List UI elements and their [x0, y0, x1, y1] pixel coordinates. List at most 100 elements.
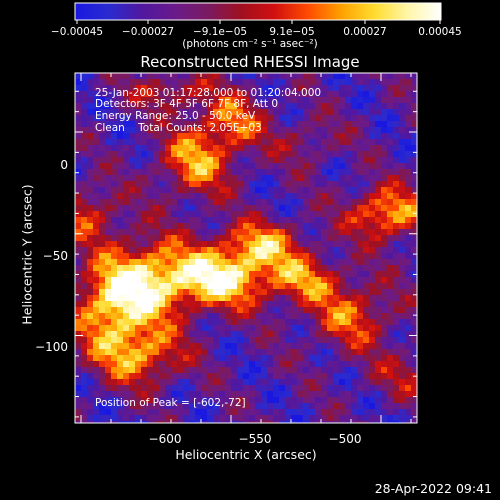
- heatmap-cell: [171, 361, 178, 368]
- heatmap-cell: [285, 313, 292, 320]
- heatmap-cell: [147, 217, 154, 224]
- heatmap-cell: [117, 361, 124, 368]
- heatmap-cell: [99, 409, 106, 416]
- heatmap-cell: [231, 403, 238, 410]
- heatmap-cell: [369, 319, 376, 326]
- heatmap-cell: [177, 163, 184, 170]
- heatmap-cell: [273, 331, 280, 338]
- heatmap-cell: [183, 205, 190, 212]
- heatmap-cell: [129, 271, 136, 278]
- heatmap-cell: [189, 373, 196, 380]
- heatmap-cell: [129, 181, 136, 188]
- heatmap-cell: [243, 307, 250, 314]
- heatmap-cell: [393, 103, 400, 110]
- heatmap-cell: [111, 193, 118, 200]
- heatmap-cell: [135, 127, 142, 134]
- heatmap-cell: [297, 241, 304, 248]
- heatmap-cell: [153, 421, 160, 423]
- heatmap-cell: [321, 379, 328, 386]
- heatmap-cell: [159, 331, 166, 338]
- heatmap-cell: [111, 109, 118, 116]
- heatmap-cell: [405, 217, 412, 224]
- heatmap-cell: [261, 235, 268, 242]
- heatmap-cell: [111, 175, 118, 182]
- heatmap-cell: [75, 205, 82, 212]
- heatmap-cell: [177, 115, 184, 122]
- heatmap-cell: [399, 403, 406, 410]
- heatmap-cell: [129, 133, 136, 140]
- heatmap-cell: [381, 121, 388, 128]
- heatmap-cell: [111, 205, 118, 212]
- heatmap-cell: [327, 145, 334, 152]
- heatmap-cell: [357, 301, 364, 308]
- heatmap-cell: [369, 139, 376, 146]
- heatmap-cell: [405, 79, 412, 86]
- heatmap-cell: [195, 259, 202, 266]
- heatmap-cell: [87, 157, 94, 164]
- heatmap-cell: [75, 211, 82, 218]
- heatmap-cell: [387, 265, 394, 272]
- heatmap-cell: [381, 205, 388, 212]
- heatmap-cell: [207, 229, 214, 236]
- heatmap-cell: [219, 121, 226, 128]
- heatmap-cell: [93, 355, 100, 362]
- heatmap-cell: [249, 403, 256, 410]
- heatmap-cell: [201, 283, 208, 290]
- heatmap-cell: [399, 271, 406, 278]
- heatmap-cell: [87, 271, 94, 278]
- heatmap-cell: [189, 151, 196, 158]
- heatmap-cell: [345, 391, 352, 398]
- heatmap-cell: [339, 307, 346, 314]
- heatmap-cell: [99, 265, 106, 272]
- heatmap-cell: [381, 247, 388, 254]
- heatmap-cell: [303, 109, 310, 116]
- heatmap-cell: [165, 79, 172, 86]
- heatmap-cell: [321, 283, 328, 290]
- heatmap-cell: [315, 379, 322, 386]
- heatmap-cell: [309, 379, 316, 386]
- heatmap-cell: [87, 253, 94, 260]
- heatmap-cell: [393, 127, 400, 134]
- heatmap-cell: [399, 319, 406, 326]
- heatmap-cell: [195, 271, 202, 278]
- heatmap-cell: [141, 283, 148, 290]
- heatmap-cell: [237, 409, 244, 416]
- colorbar-tick-label: −0.00045: [50, 26, 104, 38]
- heatmap-cell: [219, 235, 226, 242]
- heatmap-cell: [237, 205, 244, 212]
- heatmap-cell: [279, 277, 286, 284]
- heatmap-cell: [243, 391, 250, 398]
- heatmap-cell: [255, 295, 262, 302]
- heatmap-cell: [129, 229, 136, 236]
- heatmap-cell: [195, 205, 202, 212]
- heatmap-cell: [303, 145, 310, 152]
- heatmap-cell: [333, 271, 340, 278]
- heatmap-cell: [363, 343, 370, 350]
- heatmap-cell: [369, 157, 376, 164]
- heatmap-cell: [333, 319, 340, 326]
- heatmap-cell: [399, 283, 406, 290]
- heatmap-cell: [111, 169, 118, 176]
- heatmap-cell: [87, 211, 94, 218]
- heatmap-cell: [99, 283, 106, 290]
- heatmap-cell: [357, 421, 364, 423]
- heatmap-cell: [219, 415, 226, 422]
- heatmap-cell: [381, 253, 388, 260]
- heatmap-cell: [333, 277, 340, 284]
- heatmap-cell: [381, 145, 388, 152]
- heatmap-cell: [339, 109, 346, 116]
- heatmap-cell: [249, 253, 256, 260]
- heatmap-cell: [87, 277, 94, 284]
- heatmap-cell: [381, 187, 388, 194]
- heatmap-cell: [279, 361, 286, 368]
- heatmap-cell: [279, 289, 286, 296]
- heatmap-cell: [195, 115, 202, 122]
- heatmap-cell: [333, 115, 340, 122]
- heatmap-cell: [285, 421, 292, 423]
- heatmap-cell: [87, 409, 94, 416]
- heatmap-cell: [381, 301, 388, 308]
- heatmap-cell: [87, 403, 94, 410]
- heatmap-cell: [225, 283, 232, 290]
- heatmap-cell: [255, 379, 262, 386]
- heatmap-cell: [309, 199, 316, 206]
